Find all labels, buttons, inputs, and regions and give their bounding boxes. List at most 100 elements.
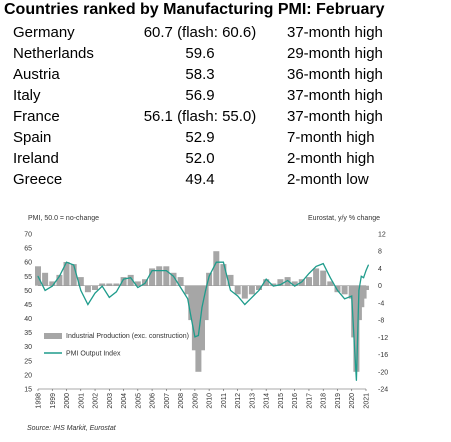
ip-bar bbox=[306, 277, 312, 286]
left-tick-label: 20 bbox=[24, 372, 32, 379]
pmi-point bbox=[144, 282, 146, 284]
pmi-point bbox=[94, 292, 96, 294]
x-axis-ticks: 1998 1999 2000 2001 2002 2003 2004 2005 2006 2007… bbox=[36, 389, 371, 409]
pmi-note: 37-month high bbox=[287, 108, 383, 125]
ranking-row: Austria 58.3 36-month high bbox=[0, 66, 451, 86]
pmi-point bbox=[87, 304, 89, 305]
pmi-point bbox=[137, 287, 139, 288]
legend-label-pmi: PMI Output Index bbox=[66, 351, 121, 358]
x-tick-label: 2008 bbox=[178, 393, 185, 409]
country-name: Spain bbox=[13, 129, 52, 146]
x-tick-label: 2019 bbox=[335, 393, 342, 409]
ranking-row: Ireland 52.0 2-month high bbox=[0, 150, 451, 170]
ranking-row: Spain 52.9 7-month high bbox=[0, 129, 451, 149]
x-tick-label: 2021 bbox=[364, 393, 371, 409]
pmi-value: 49.4 bbox=[185, 171, 215, 188]
pmi-point bbox=[363, 277, 365, 279]
legend-swatch-bar bbox=[44, 333, 62, 339]
pmi-point bbox=[58, 275, 60, 277]
pmi-value: 58.3 bbox=[185, 66, 215, 83]
pmi-point bbox=[230, 289, 231, 291]
left-axis-caption: PMI, 50.0 = no-change bbox=[28, 215, 99, 222]
right-tick-label: 0 bbox=[378, 283, 382, 290]
pmi-point bbox=[158, 270, 160, 272]
x-tick-label: 2003 bbox=[107, 393, 114, 409]
pmi-point bbox=[353, 340, 355, 342]
pmi-note: 36-month high bbox=[287, 66, 383, 83]
ip-bar bbox=[177, 277, 184, 286]
ip-bar bbox=[327, 281, 334, 286]
x-tick-label: 2010 bbox=[207, 393, 214, 409]
ip-bar bbox=[127, 274, 134, 286]
right-axis-ticks: 12 8 4 0 -4 -8 -12 -16 -20 -24 bbox=[378, 232, 388, 394]
ip-bar bbox=[234, 285, 241, 295]
right-tick-label: -20 bbox=[378, 369, 388, 376]
pmi-point bbox=[367, 264, 369, 266]
pmi-point bbox=[130, 277, 132, 279]
pmi-point bbox=[365, 270, 367, 272]
pmi-value: 52.9 bbox=[185, 129, 215, 146]
legend: Industrial Production (exc. construction… bbox=[44, 333, 189, 358]
right-tick-label: -16 bbox=[378, 352, 388, 359]
ip-bar bbox=[213, 251, 220, 286]
ip-bar bbox=[202, 285, 209, 321]
pmi-point bbox=[165, 270, 167, 272]
pmi-chart: PMI, 50.0 = no-change Eurostat, y/y % ch… bbox=[24, 215, 388, 409]
pmi-note: 7-month high bbox=[287, 129, 375, 146]
right-tick-label: -8 bbox=[378, 318, 384, 325]
country-name: France bbox=[13, 108, 60, 125]
right-tick-label: 4 bbox=[378, 266, 382, 273]
pmi-point bbox=[222, 261, 224, 263]
ip-bar bbox=[113, 283, 120, 286]
right-tick-label: -12 bbox=[378, 335, 388, 342]
pmi-point bbox=[73, 264, 75, 266]
pmi-note: 2-month low bbox=[287, 171, 369, 188]
right-tick-label: -24 bbox=[378, 387, 388, 394]
page-title: Countries ranked by Manufacturing PMI: F… bbox=[4, 1, 385, 18]
x-tick-label: 2016 bbox=[292, 393, 299, 409]
pmi-point bbox=[344, 298, 346, 300]
pmi-point bbox=[251, 296, 253, 298]
ip-bar bbox=[70, 264, 77, 286]
ip-bar bbox=[270, 283, 277, 286]
pmi-point bbox=[66, 261, 67, 263]
ip-bar bbox=[291, 281, 298, 286]
x-tick-label: 2004 bbox=[121, 393, 128, 409]
ranking-row: Greece 49.4 2-month low bbox=[0, 171, 451, 191]
left-tick-label: 45 bbox=[24, 302, 32, 309]
ip-bar bbox=[49, 281, 56, 286]
pmi-point bbox=[197, 335, 199, 336]
ip-bar bbox=[191, 285, 198, 351]
pmi-point bbox=[360, 275, 362, 277]
x-tick-label: 2020 bbox=[349, 393, 356, 409]
ip-bar bbox=[220, 264, 227, 286]
industrial-production-bars bbox=[35, 251, 369, 372]
ip-bar bbox=[92, 285, 98, 290]
country-name: Italy bbox=[13, 87, 41, 104]
ip-bar bbox=[163, 266, 170, 286]
pmi-note: 29-month high bbox=[287, 45, 383, 62]
pmi-point bbox=[208, 275, 210, 277]
left-tick-label: 55 bbox=[24, 274, 32, 281]
ip-bar bbox=[263, 279, 270, 286]
pmi-point bbox=[237, 295, 239, 297]
pmi-point bbox=[205, 289, 207, 291]
pmi-point bbox=[351, 295, 353, 297]
ip-bar bbox=[84, 285, 91, 293]
ranking-row: Germany 60.7 (flash: 60.6) 37-month high bbox=[0, 24, 451, 44]
ip-bar bbox=[227, 274, 234, 286]
ranking-row: France 56.1 (flash: 55.0) 37-month high bbox=[0, 108, 451, 128]
pmi-point bbox=[337, 289, 338, 291]
pmi-point bbox=[294, 285, 296, 287]
left-tick-label: 50 bbox=[24, 288, 32, 295]
ip-bar bbox=[134, 281, 141, 286]
pmi-point bbox=[215, 261, 217, 263]
left-tick-label: 30 bbox=[24, 344, 32, 351]
pmi-point bbox=[44, 289, 46, 291]
pmi-point bbox=[37, 275, 39, 277]
pmi-point bbox=[265, 278, 267, 280]
pmi-point bbox=[101, 285, 103, 287]
pmi-point bbox=[51, 285, 53, 287]
ip-bar bbox=[199, 285, 205, 351]
pmi-point bbox=[315, 265, 317, 267]
